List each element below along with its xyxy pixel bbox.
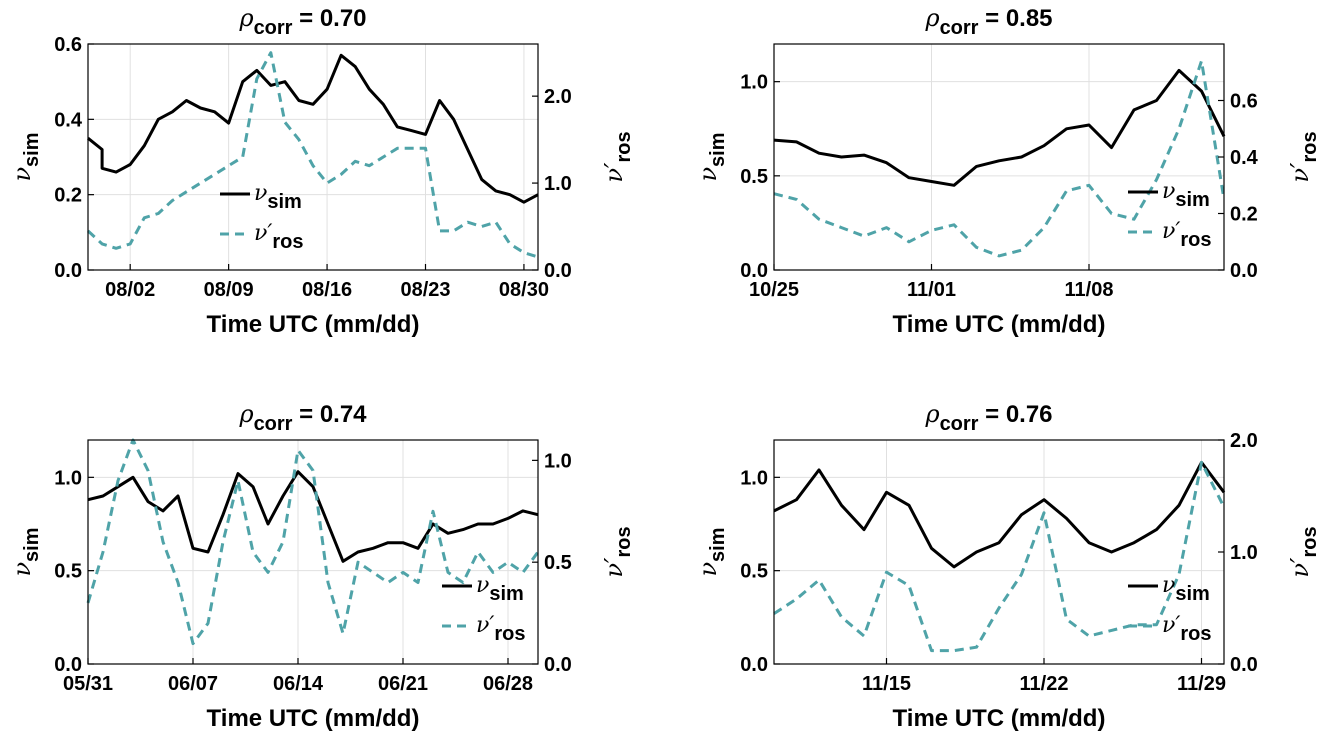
legend-label-sim: νsim bbox=[254, 181, 302, 213]
ytick-right-label: 0.0 bbox=[1230, 654, 1258, 676]
xtick-label: 05/31 bbox=[63, 673, 113, 695]
chart-panel-2: 0.0 0.5 1.0 0.0 0.2 0.4 0.6 10/25 11/01 11/08 Time… bbox=[694, 4, 1321, 338]
legend: νsim ν′ros bbox=[1128, 179, 1212, 251]
ytick-left-label: 1.0 bbox=[54, 467, 82, 489]
ytick-left-label: 0.5 bbox=[54, 561, 82, 583]
ytick-right-label: 2.0 bbox=[544, 86, 572, 108]
legend-label-sim: νsim bbox=[1162, 573, 1210, 605]
plot-frame bbox=[773, 439, 1225, 665]
legend-label-ros: ν′ros bbox=[1162, 219, 1212, 251]
xtick-label: 08/23 bbox=[400, 279, 450, 301]
ytick-left-label: 0.2 bbox=[54, 185, 82, 207]
chart-title: ρcorr = 0.74 bbox=[238, 400, 367, 435]
y-axis-left-label: νsim bbox=[694, 527, 729, 576]
x-axis-label: Time UTC (mm/dd) bbox=[207, 705, 420, 732]
ytick-right-label: 0.2 bbox=[1230, 204, 1258, 226]
legend-label-sim: νsim bbox=[476, 573, 524, 605]
ytick-right-label: 2.0 bbox=[1230, 430, 1258, 452]
ytick-right-label: 1.0 bbox=[544, 173, 572, 195]
y-axis-right-label: ν′ros bbox=[600, 526, 635, 577]
y-axis-left-label: νsim bbox=[8, 527, 43, 576]
legend: νsim ν′ros bbox=[442, 573, 526, 645]
legend-label-ros: ν′ros bbox=[1162, 613, 1212, 645]
legend: νsim ν′ros bbox=[1128, 573, 1212, 645]
ytick-left-label: 0.5 bbox=[740, 166, 768, 188]
series-line-sim bbox=[773, 68, 1226, 187]
y-axis-right-label: ν′ros bbox=[600, 131, 635, 182]
xtick-label: 10/25 bbox=[749, 279, 799, 301]
xtick-label: 11/22 bbox=[1020, 673, 1069, 695]
chart-title: ρcorr = 0.85 bbox=[924, 4, 1052, 39]
xtick-label: 11/08 bbox=[1065, 279, 1114, 301]
x-axis-label: Time UTC (mm/dd) bbox=[893, 311, 1106, 338]
chart-panel-1: 0.0 0.2 0.4 0.6 0.0 1.0 2.0 08/02 08/09 08/16 08/2… bbox=[8, 4, 635, 338]
legend: νsim ν′ros bbox=[220, 181, 304, 253]
ytick-right-label: 0.6 bbox=[1230, 91, 1258, 113]
ytick-left-label: 0.6 bbox=[54, 34, 82, 56]
plot-frame bbox=[87, 439, 539, 665]
ytick-left-label: 0.0 bbox=[740, 654, 768, 676]
ytick-right-label: 0.0 bbox=[544, 654, 572, 676]
xtick-label: 08/30 bbox=[499, 279, 549, 301]
y-axis-left-label: νsim bbox=[8, 132, 43, 181]
series-line-sim bbox=[773, 460, 1226, 569]
xtick-label: 11/15 bbox=[862, 673, 911, 695]
ytick-right-label: 0.0 bbox=[544, 260, 572, 282]
ytick-left-label: 1.0 bbox=[740, 72, 768, 94]
ytick-left-label: 0.5 bbox=[740, 561, 768, 583]
ytick-right-label: 1.0 bbox=[1230, 542, 1258, 564]
ytick-left-label: 0.0 bbox=[54, 654, 82, 676]
y-axis-right-label: ν′ros bbox=[1286, 526, 1321, 577]
xtick-label: 08/09 bbox=[204, 279, 254, 301]
ytick-left-label: 1.0 bbox=[740, 467, 768, 489]
ytick-left-label: 0.0 bbox=[54, 260, 82, 282]
xtick-label: 11/01 bbox=[907, 279, 956, 301]
xtick-label: 08/16 bbox=[302, 279, 352, 301]
ytick-right-label: 0.4 bbox=[1230, 147, 1259, 169]
x-axis-label: Time UTC (mm/dd) bbox=[207, 311, 420, 338]
legend-label-ros: ν′ros bbox=[254, 221, 304, 253]
ytick-left-label: 0.4 bbox=[54, 109, 83, 131]
xtick-label: 06/21 bbox=[378, 673, 428, 695]
xtick-label: 06/07 bbox=[168, 673, 218, 695]
ytick-right-label: 0.5 bbox=[544, 552, 572, 574]
series-line-ros bbox=[86, 51, 539, 259]
series-line-ros bbox=[86, 438, 540, 646]
ytick-left-label: 0.0 bbox=[740, 260, 768, 282]
y-axis-left-label: νsim bbox=[694, 132, 729, 181]
x-axis-label: Time UTC (mm/dd) bbox=[893, 705, 1106, 732]
y-axis-right-label: ν′ros bbox=[1286, 131, 1321, 182]
plot-frame bbox=[87, 43, 539, 271]
xtick-label: 08/02 bbox=[105, 279, 155, 301]
series-line-ros bbox=[773, 460, 1226, 653]
chart-title: ρcorr = 0.70 bbox=[238, 4, 366, 39]
chart-panel-3: 0.0 0.5 1.0 0.0 0.5 1.0 05/31 06/07 06/14 06/21 06… bbox=[8, 400, 635, 732]
legend-label-sim: νsim bbox=[1162, 179, 1210, 211]
legend-label-ros: ν′ros bbox=[476, 613, 526, 645]
ytick-right-label: 1.0 bbox=[544, 450, 572, 472]
xtick-label: 06/28 bbox=[483, 673, 533, 695]
ytick-right-label: 0.0 bbox=[1230, 260, 1258, 282]
series-line-sim bbox=[87, 470, 539, 563]
chart-title: ρcorr = 0.76 bbox=[924, 400, 1052, 435]
series-line-sim bbox=[87, 53, 539, 204]
chart-panel-4: 0.0 0.5 1.0 0.0 1.0 2.0 11/15 11/22 11/29 Time UT… bbox=[694, 400, 1321, 732]
xtick-label: 06/14 bbox=[273, 673, 324, 695]
xtick-label: 11/29 bbox=[1177, 673, 1226, 695]
